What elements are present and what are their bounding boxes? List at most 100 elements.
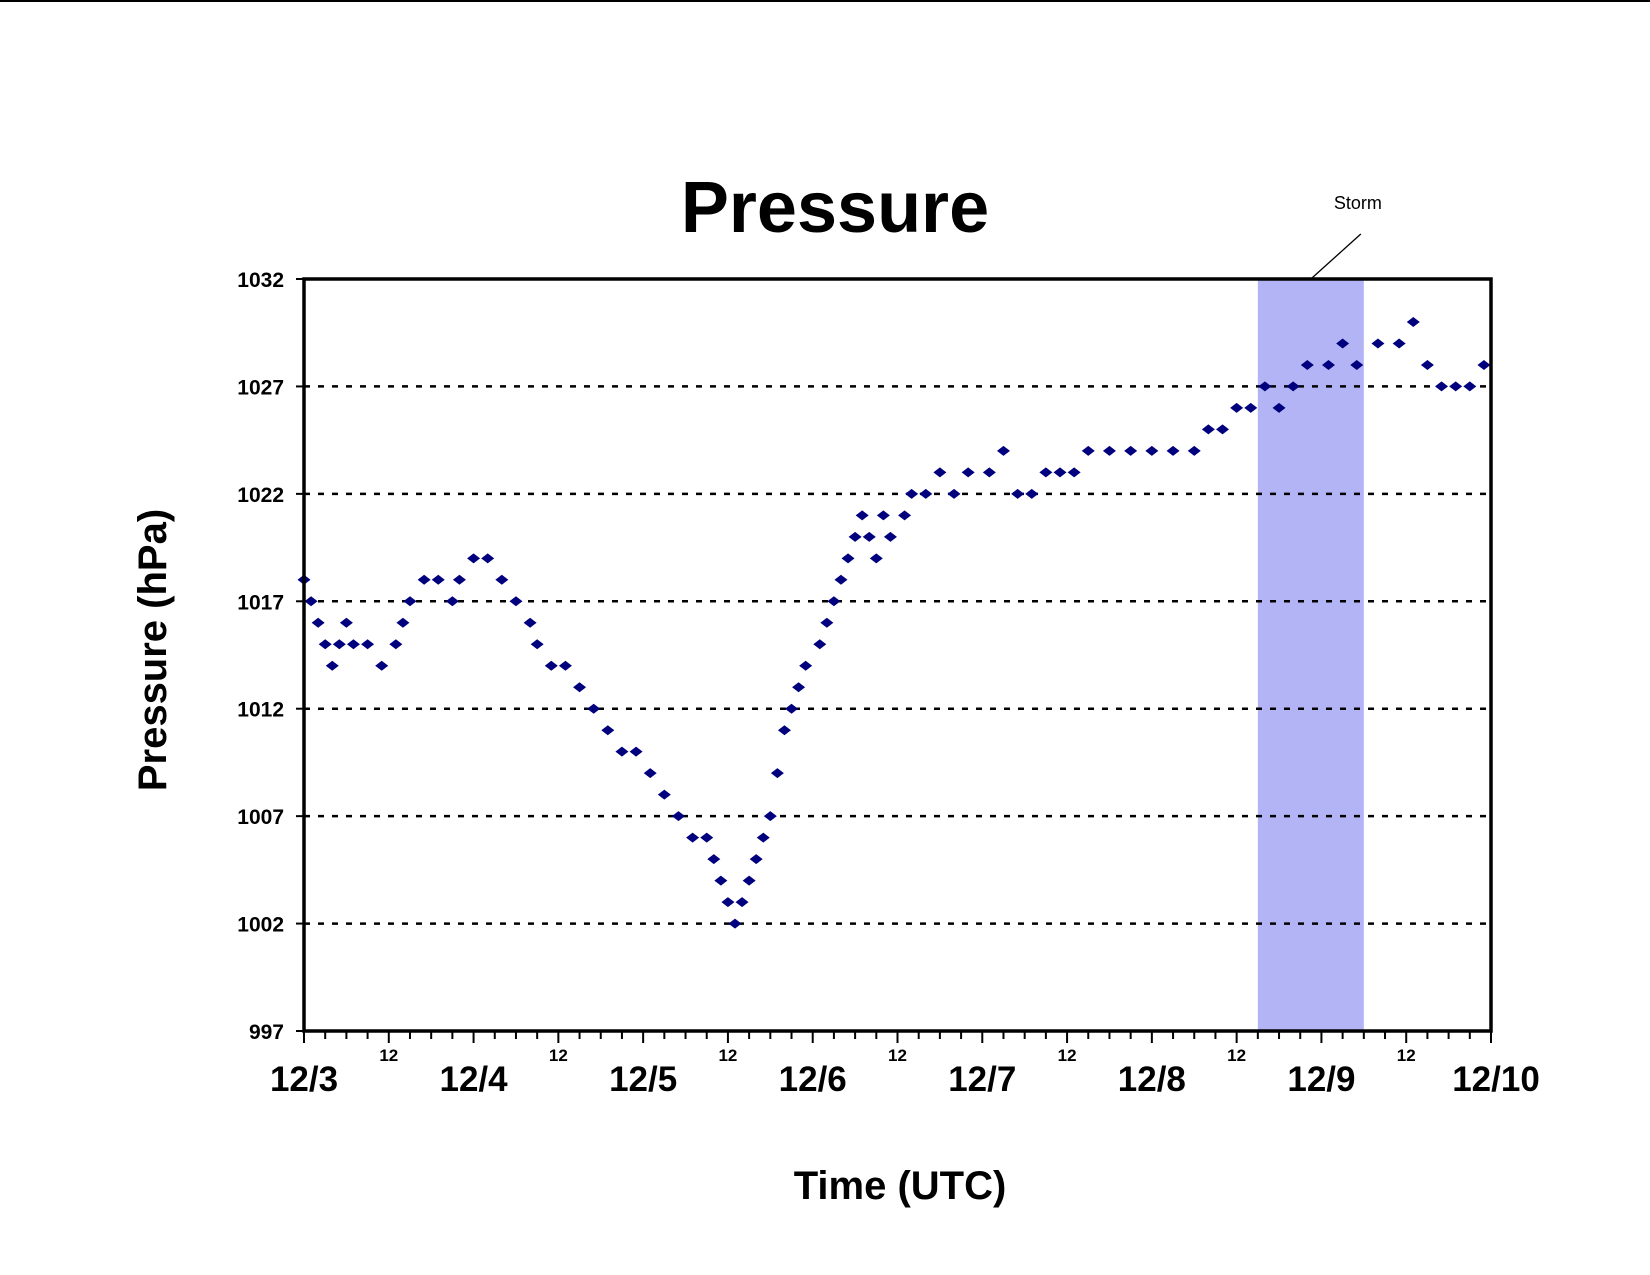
- storm-band: [1257, 279, 1364, 1031]
- data-point: [1286, 381, 1300, 392]
- data-point: [883, 531, 897, 542]
- data-point: [919, 488, 933, 499]
- x-half-day-label: 12: [1058, 1046, 1077, 1065]
- data-point: [749, 854, 763, 865]
- data-point: [792, 682, 806, 693]
- data-point: [1187, 445, 1201, 456]
- data-point: [495, 574, 509, 585]
- y-tick-label: 1017: [237, 591, 284, 614]
- data-point: [1420, 359, 1434, 370]
- data-point: [523, 617, 537, 628]
- data-point: [735, 897, 749, 908]
- data-point: [700, 832, 714, 843]
- data-point: [947, 488, 961, 499]
- data-point: [820, 617, 834, 628]
- data-point: [862, 531, 876, 542]
- data-point: [544, 660, 558, 671]
- data-point: [714, 875, 728, 886]
- x-half-day-label: 12: [549, 1046, 568, 1065]
- data-point: [770, 768, 784, 779]
- data-point: [876, 510, 890, 521]
- data-point: [834, 574, 848, 585]
- data-point: [1406, 316, 1420, 327]
- data-point: [1081, 445, 1095, 456]
- data-point: [813, 639, 827, 650]
- data-point: [961, 467, 975, 478]
- data-point: [982, 467, 996, 478]
- data-point: [905, 488, 919, 499]
- data-point: [855, 510, 869, 521]
- x-day-label: 12/3: [270, 1060, 338, 1099]
- data-point: [827, 596, 841, 607]
- data-point: [389, 639, 403, 650]
- x-day-label: 12/7: [948, 1060, 1016, 1099]
- storm-annotation-label: Storm: [1334, 193, 1382, 213]
- x-half-day-label: 12: [379, 1046, 398, 1065]
- data-point: [1449, 381, 1463, 392]
- data-point: [763, 811, 777, 822]
- data-point: [1124, 445, 1138, 456]
- x-half-day-label: 12: [1397, 1046, 1416, 1065]
- y-tick-label: 1022: [237, 484, 284, 507]
- x-axis-ticks: 12/3 12 12/4 12 12/5 12 12/6 12 12/7 12 12/8 12 12/9…: [270, 1031, 1540, 1099]
- data-point: [1025, 488, 1039, 499]
- data-point: [1392, 338, 1406, 349]
- data-point: [403, 596, 417, 607]
- data-point: [1145, 445, 1159, 456]
- data-point: [629, 746, 643, 757]
- y-axis-label: Pressure (hPa): [131, 509, 175, 791]
- data-point: [417, 574, 431, 585]
- y-tick-label: 1002: [237, 914, 284, 937]
- data-point: [1336, 338, 1350, 349]
- data-point: [530, 639, 544, 650]
- data-point: [1258, 381, 1272, 392]
- x-axis-label: Time (UTC): [794, 1164, 1007, 1208]
- data-point: [1463, 381, 1477, 392]
- data-point: [1477, 359, 1491, 370]
- data-point: [1053, 467, 1067, 478]
- x-half-day-label: 12: [1227, 1046, 1246, 1065]
- data-point: [318, 639, 332, 650]
- data-point: [841, 553, 855, 564]
- data-points: [297, 316, 1491, 929]
- gridlines: [304, 385, 1491, 925]
- data-point: [1244, 402, 1258, 413]
- data-point: [1371, 338, 1385, 349]
- x-half-day-label: 12: [718, 1046, 737, 1065]
- data-point: [777, 725, 791, 736]
- data-point: [1230, 402, 1244, 413]
- data-point: [311, 617, 325, 628]
- data-point: [1350, 359, 1364, 370]
- data-point: [1321, 359, 1335, 370]
- data-point: [509, 596, 523, 607]
- x-day-label: 12/10: [1452, 1060, 1540, 1099]
- data-point: [848, 531, 862, 542]
- data-point: [467, 553, 481, 564]
- y-tick-label: 1027: [237, 376, 284, 399]
- data-point: [452, 574, 466, 585]
- data-point: [686, 832, 700, 843]
- data-point: [657, 789, 671, 800]
- y-tick-label: 1032: [237, 269, 284, 292]
- data-point: [396, 617, 410, 628]
- data-point: [728, 918, 742, 929]
- x-day-label: 12/4: [440, 1060, 509, 1099]
- y-tick-label: 1007: [237, 806, 284, 829]
- data-point: [587, 703, 601, 714]
- data-point: [573, 682, 587, 693]
- data-point: [742, 875, 756, 886]
- data-point: [799, 660, 813, 671]
- y-tick-label: 1012: [237, 699, 284, 722]
- data-point: [1435, 381, 1449, 392]
- data-point: [1011, 488, 1025, 499]
- data-point: [304, 596, 318, 607]
- data-point: [756, 832, 770, 843]
- data-point: [615, 746, 629, 757]
- data-point: [601, 725, 615, 736]
- data-point: [339, 617, 353, 628]
- data-point: [1166, 445, 1180, 456]
- data-point: [785, 703, 799, 714]
- data-point: [671, 811, 685, 822]
- x-day-label: 12/9: [1287, 1060, 1355, 1099]
